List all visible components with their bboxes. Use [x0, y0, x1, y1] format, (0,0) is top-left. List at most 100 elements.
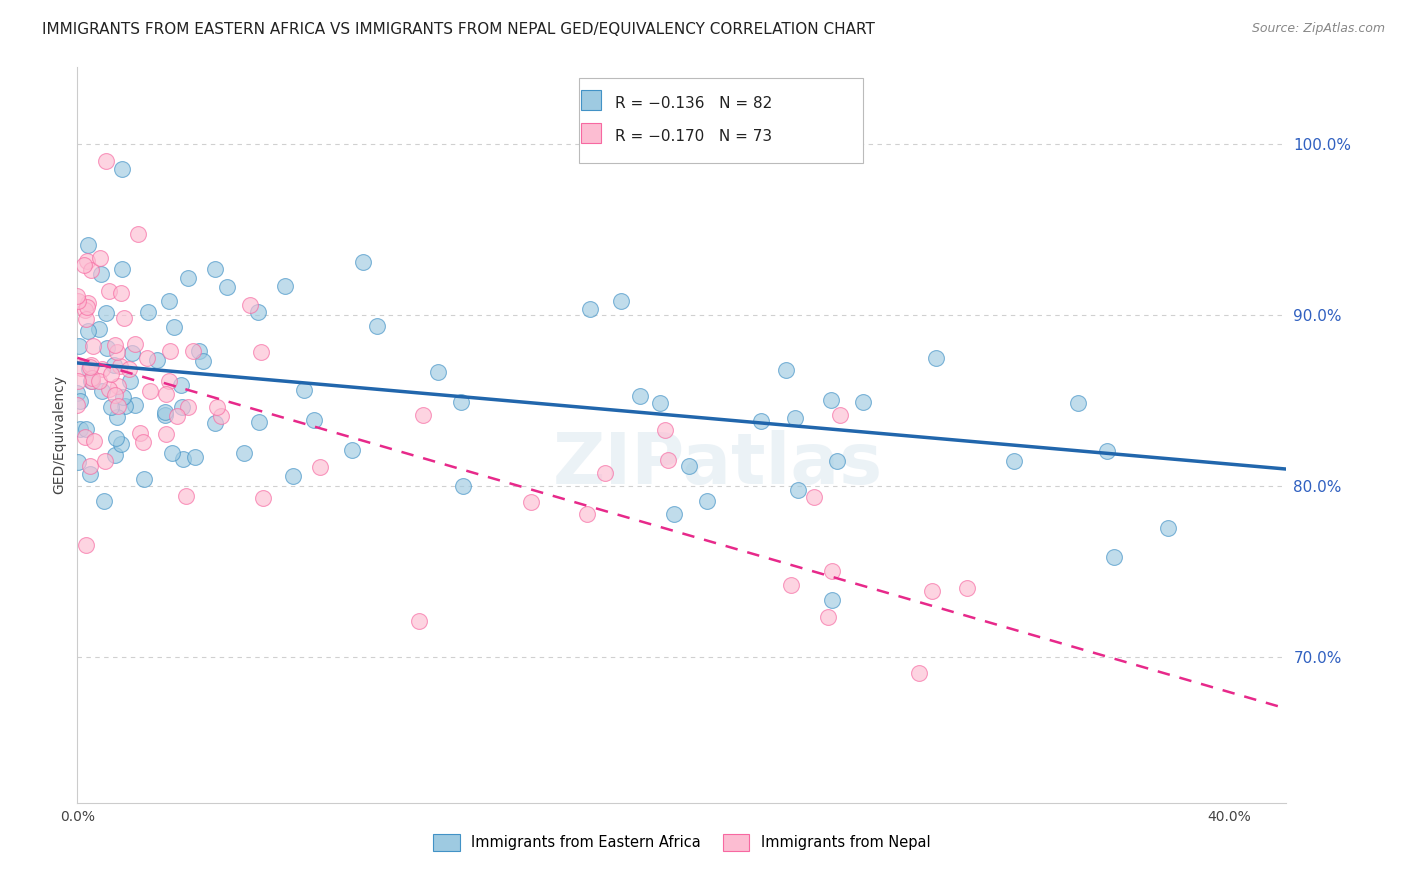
- Point: [188, 343, 211, 358]
- Point: [100, 400, 122, 414]
- Point: [174, 489, 197, 503]
- Point: [366, 319, 388, 334]
- Point: [79, 358, 101, 372]
- Point: [775, 363, 797, 377]
- Point: [662, 507, 685, 521]
- Point: [817, 610, 839, 624]
- Point: [136, 351, 159, 365]
- Point: [67, 293, 90, 308]
- Point: [217, 280, 239, 294]
- Point: [96, 341, 118, 355]
- Point: [103, 358, 125, 372]
- Point: [108, 359, 131, 374]
- Point: [97, 284, 120, 298]
- Point: [112, 310, 135, 325]
- Point: [155, 426, 177, 441]
- Point: [76, 300, 98, 314]
- Point: [593, 467, 616, 481]
- Text: R = −0.170   N = 73: R = −0.170 N = 73: [616, 129, 772, 145]
- Point: [66, 289, 89, 303]
- Point: [146, 353, 169, 368]
- Point: [204, 261, 226, 276]
- Point: [427, 365, 450, 379]
- Point: [166, 409, 188, 423]
- Point: [94, 306, 117, 320]
- Point: [274, 278, 297, 293]
- Point: [89, 251, 111, 265]
- Point: [73, 430, 96, 444]
- Point: [76, 253, 98, 268]
- Point: [111, 162, 134, 177]
- Point: [79, 467, 101, 481]
- Point: [110, 437, 132, 451]
- Point: [103, 338, 125, 352]
- Point: [170, 378, 193, 392]
- Point: [67, 339, 90, 353]
- Point: [628, 389, 651, 403]
- Point: [159, 344, 181, 359]
- Point: [925, 351, 948, 366]
- Point: [77, 324, 100, 338]
- Text: ZIPatlas: ZIPatlas: [553, 430, 883, 499]
- Point: [177, 400, 200, 414]
- Point: [283, 469, 305, 483]
- Point: [609, 293, 631, 308]
- Point: [821, 592, 844, 607]
- Point: [80, 263, 103, 277]
- Point: [82, 374, 104, 388]
- Text: Source: ZipAtlas.com: Source: ZipAtlas.com: [1251, 22, 1385, 36]
- Point: [114, 400, 136, 414]
- Point: [657, 453, 679, 467]
- Point: [450, 394, 472, 409]
- Point: [131, 434, 153, 449]
- Point: [181, 344, 204, 359]
- Point: [678, 459, 700, 474]
- Text: R = −0.136   N = 82: R = −0.136 N = 82: [616, 95, 773, 111]
- Point: [70, 360, 93, 375]
- Point: [75, 422, 97, 436]
- Point: [79, 458, 101, 473]
- Point: [520, 495, 543, 509]
- Point: [908, 666, 931, 681]
- Point: [308, 460, 330, 475]
- Y-axis label: GED/Equivalency: GED/Equivalency: [52, 376, 66, 494]
- Point: [162, 446, 184, 460]
- Point: [105, 410, 128, 425]
- Point: [66, 398, 89, 412]
- Point: [648, 395, 671, 409]
- Point: [104, 448, 127, 462]
- Point: [75, 538, 97, 552]
- Point: [83, 434, 105, 449]
- Point: [67, 455, 90, 469]
- Point: [749, 413, 772, 427]
- Point: [1157, 521, 1180, 535]
- Point: [238, 298, 260, 312]
- Point: [205, 400, 228, 414]
- Point: [157, 374, 180, 388]
- Point: [302, 413, 325, 427]
- Point: [121, 346, 143, 360]
- Point: [69, 394, 91, 409]
- Point: [153, 409, 176, 423]
- Point: [155, 387, 177, 401]
- Point: [79, 359, 101, 374]
- Point: [576, 507, 599, 521]
- Point: [191, 354, 214, 368]
- Point: [852, 395, 875, 409]
- Point: [408, 614, 430, 628]
- Point: [1102, 550, 1125, 565]
- Point: [129, 425, 152, 440]
- Point: [453, 479, 475, 493]
- Point: [252, 491, 274, 506]
- Point: [80, 371, 103, 385]
- Point: [176, 270, 198, 285]
- Point: [412, 408, 434, 422]
- Point: [352, 255, 374, 269]
- Point: [89, 322, 111, 336]
- Point: [246, 305, 269, 319]
- Point: [292, 383, 315, 397]
- Point: [73, 258, 96, 272]
- Point: [172, 400, 194, 414]
- Point: [75, 302, 97, 317]
- Point: [825, 454, 848, 468]
